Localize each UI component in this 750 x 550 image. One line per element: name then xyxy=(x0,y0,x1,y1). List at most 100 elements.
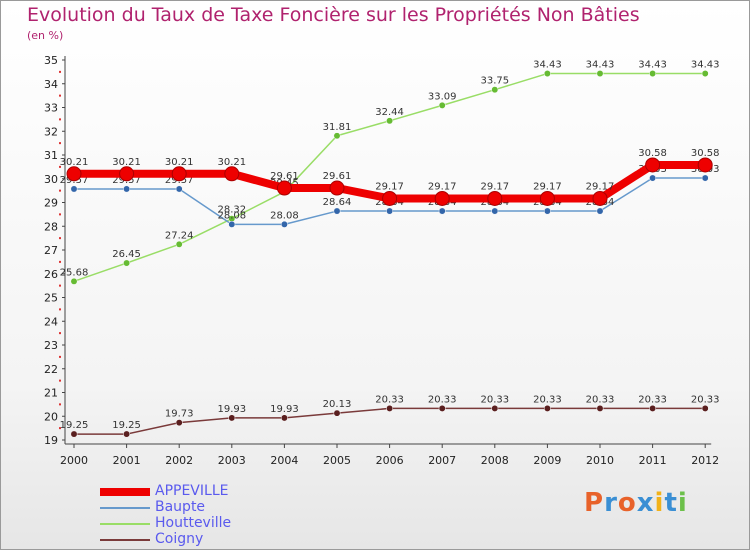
data-label: 33.09 xyxy=(428,91,457,102)
data-point xyxy=(123,430,131,438)
data-point xyxy=(66,166,82,182)
data-label: 20.13 xyxy=(323,399,352,410)
data-point xyxy=(333,409,341,417)
legend-swatch xyxy=(100,488,150,496)
data-label: 27.24 xyxy=(165,230,194,241)
y-tick-label: 24 xyxy=(44,315,58,328)
data-point xyxy=(543,207,551,215)
data-label: 29.61 xyxy=(270,171,299,182)
x-tick-label: 2012 xyxy=(691,454,719,467)
data-point xyxy=(228,220,236,228)
y-minor-tick xyxy=(59,165,61,168)
chart-subtitle: (en %) xyxy=(27,29,64,42)
data-label: 28.32 xyxy=(217,205,246,216)
x-tick-label: 2011 xyxy=(639,454,667,467)
data-point xyxy=(649,70,657,77)
y-tick-label: 23 xyxy=(44,339,58,352)
data-point xyxy=(701,404,709,412)
data-label: 32.44 xyxy=(375,107,404,118)
data-label: 34.43 xyxy=(638,60,667,71)
data-point xyxy=(382,190,398,206)
data-point xyxy=(123,259,131,267)
logo-letter: i xyxy=(654,488,665,518)
data-label: 34.43 xyxy=(533,60,562,71)
data-label: 29.17 xyxy=(375,181,404,192)
data-point xyxy=(543,70,551,77)
x-tick-label: 2008 xyxy=(481,454,509,467)
chart-title: Evolution du Taux de Taxe Foncière sur l… xyxy=(27,4,640,26)
y-minor-tick xyxy=(59,260,61,263)
y-tick-label: 28 xyxy=(44,220,58,233)
data-point xyxy=(70,430,78,438)
y-minor-tick xyxy=(59,94,61,97)
x-tick-label: 2004 xyxy=(270,454,298,467)
data-label: 30.58 xyxy=(691,148,720,159)
data-point xyxy=(491,404,499,412)
data-point xyxy=(434,190,450,206)
data-label: 31.81 xyxy=(323,122,352,133)
y-minor-tick xyxy=(59,70,61,73)
data-label: 26.45 xyxy=(112,249,141,260)
y-minor-tick xyxy=(59,142,61,145)
logo-letter: r xyxy=(604,488,618,518)
logo-letter: o xyxy=(617,488,637,518)
x-tick-label: 2006 xyxy=(376,454,404,467)
data-point xyxy=(701,70,709,77)
data-point xyxy=(175,419,183,427)
data-point xyxy=(491,86,499,94)
y-minor-tick xyxy=(59,308,61,311)
data-point xyxy=(438,207,446,215)
x-tick-label: 2010 xyxy=(586,454,614,467)
data-label: 19.25 xyxy=(112,420,141,431)
y-minor-tick xyxy=(59,427,61,430)
data-label: 19.93 xyxy=(270,404,299,415)
data-point xyxy=(438,101,446,109)
y-tick-label: 33 xyxy=(44,102,58,115)
data-label: 20.33 xyxy=(480,394,509,405)
data-point xyxy=(70,185,78,193)
logo-letter: P xyxy=(584,488,605,518)
y-tick-label: 27 xyxy=(44,244,58,257)
data-point xyxy=(592,190,608,206)
y-tick-label: 29 xyxy=(44,197,58,210)
y-tick-label: 30 xyxy=(44,173,58,186)
data-label: 29.17 xyxy=(428,181,457,192)
x-tick-label: 2003 xyxy=(218,454,246,467)
logo-letter: t xyxy=(664,488,678,518)
legend-swatch xyxy=(100,539,150,541)
x-tick-label: 2007 xyxy=(428,454,456,467)
data-label: 28.08 xyxy=(217,210,246,221)
data-point xyxy=(123,185,131,193)
data-label: 20.33 xyxy=(691,394,720,405)
legend-swatch xyxy=(100,507,150,509)
data-label: 20.33 xyxy=(428,394,457,405)
y-minor-tick xyxy=(59,213,61,216)
y-tick-label: 32 xyxy=(44,125,58,138)
data-point xyxy=(596,404,604,412)
data-label: 19.93 xyxy=(217,404,246,415)
y-tick-label: 25 xyxy=(44,292,58,305)
data-point xyxy=(276,180,292,196)
data-point xyxy=(224,166,240,182)
data-label: 34.43 xyxy=(586,60,615,71)
data-label: 30.58 xyxy=(638,148,667,159)
y-tick-label: 31 xyxy=(44,149,58,162)
data-point xyxy=(119,166,135,182)
data-point xyxy=(333,132,341,140)
data-point xyxy=(228,414,236,422)
x-tick-label: 2002 xyxy=(165,454,193,467)
x-tick-label: 2001 xyxy=(113,454,141,467)
y-minor-tick xyxy=(59,189,61,192)
data-label: 19.73 xyxy=(165,409,194,420)
data-point xyxy=(280,220,288,228)
legend-label: Houtteville xyxy=(155,515,232,531)
y-tick-label: 22 xyxy=(44,363,58,376)
y-tick-label: 34 xyxy=(44,78,58,91)
data-point xyxy=(649,404,657,412)
data-point xyxy=(491,207,499,215)
data-point xyxy=(539,190,555,206)
data-label: 20.33 xyxy=(375,394,404,405)
logo-letter: x xyxy=(636,488,655,518)
data-label: 30.21 xyxy=(112,157,141,168)
